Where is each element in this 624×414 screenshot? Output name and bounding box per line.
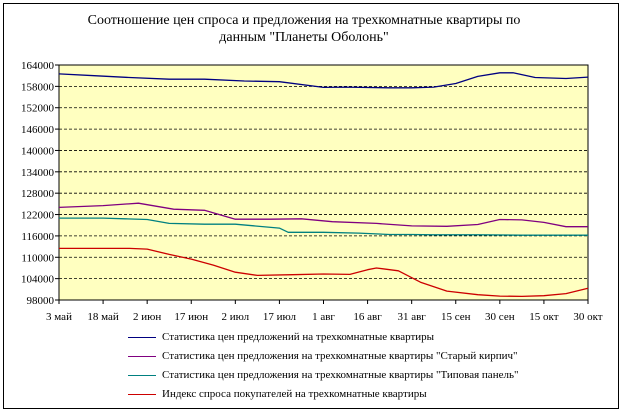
x-tick-label: 31 авг xyxy=(397,311,426,323)
x-tick-label: 2 июл xyxy=(222,311,250,323)
series-line-2 xyxy=(58,202,588,228)
legend-label: Статистика цен предложения на трехкомнат… xyxy=(162,350,518,362)
x-tick-label: 3 май xyxy=(46,311,72,323)
legend-label: Статистика цен предложения на трехкомнат… xyxy=(162,369,519,381)
legend-swatch xyxy=(128,337,156,338)
series-line-3 xyxy=(59,217,588,236)
x-tick-label: 17 июн xyxy=(174,311,208,323)
plot-area xyxy=(58,64,589,301)
y-tick-label: 134000 xyxy=(21,167,55,179)
x-tick-label: 17 июл xyxy=(263,311,297,323)
x-tick-label: 30 сен xyxy=(485,311,515,323)
x-tick-label: 1 авг xyxy=(312,311,335,323)
x-tick-label: 16 авг xyxy=(353,311,382,323)
y-tick-label: 104000 xyxy=(21,274,55,286)
x-tick-label: 18 май xyxy=(87,311,119,323)
y-tick-label: 140000 xyxy=(21,145,55,157)
y-tick-label: 146000 xyxy=(21,124,55,136)
series-line-4 xyxy=(59,247,589,298)
y-tick-label: 122000 xyxy=(21,210,55,222)
y-tick-label: 98000 xyxy=(27,295,55,307)
y-tick-label: 158000 xyxy=(21,81,55,93)
legend-swatch xyxy=(128,394,156,395)
legend-swatch xyxy=(128,356,156,357)
y-tick-label: 152000 xyxy=(21,103,55,115)
y-tick-label: 128000 xyxy=(21,188,55,200)
chart-frame: Соотношение цен спроса и предложения на … xyxy=(3,3,619,409)
y-tick-label: 110000 xyxy=(21,252,54,264)
x-tick-label: 15 сен xyxy=(441,311,471,323)
legend-swatch xyxy=(128,375,156,376)
legend-label: Статистика цен предложений на трехкомнат… xyxy=(162,331,435,343)
series-line-1 xyxy=(58,72,589,89)
y-tick-label: 116000 xyxy=(21,231,54,243)
legend-label: Индекс спроса покупателей на трехкомнатн… xyxy=(162,388,427,400)
line-chart: 98000 104000 110000 116000 122000 128000 13400… xyxy=(21,60,603,323)
y-tick-label: 164000 xyxy=(21,60,55,72)
x-tick-label: 2 июн xyxy=(133,311,161,323)
x-tick-label: 15 окт xyxy=(529,311,558,323)
chart-title: Соотношение цен спроса и предложения на … xyxy=(87,13,521,45)
x-tick-label: 30 окт xyxy=(573,311,602,323)
